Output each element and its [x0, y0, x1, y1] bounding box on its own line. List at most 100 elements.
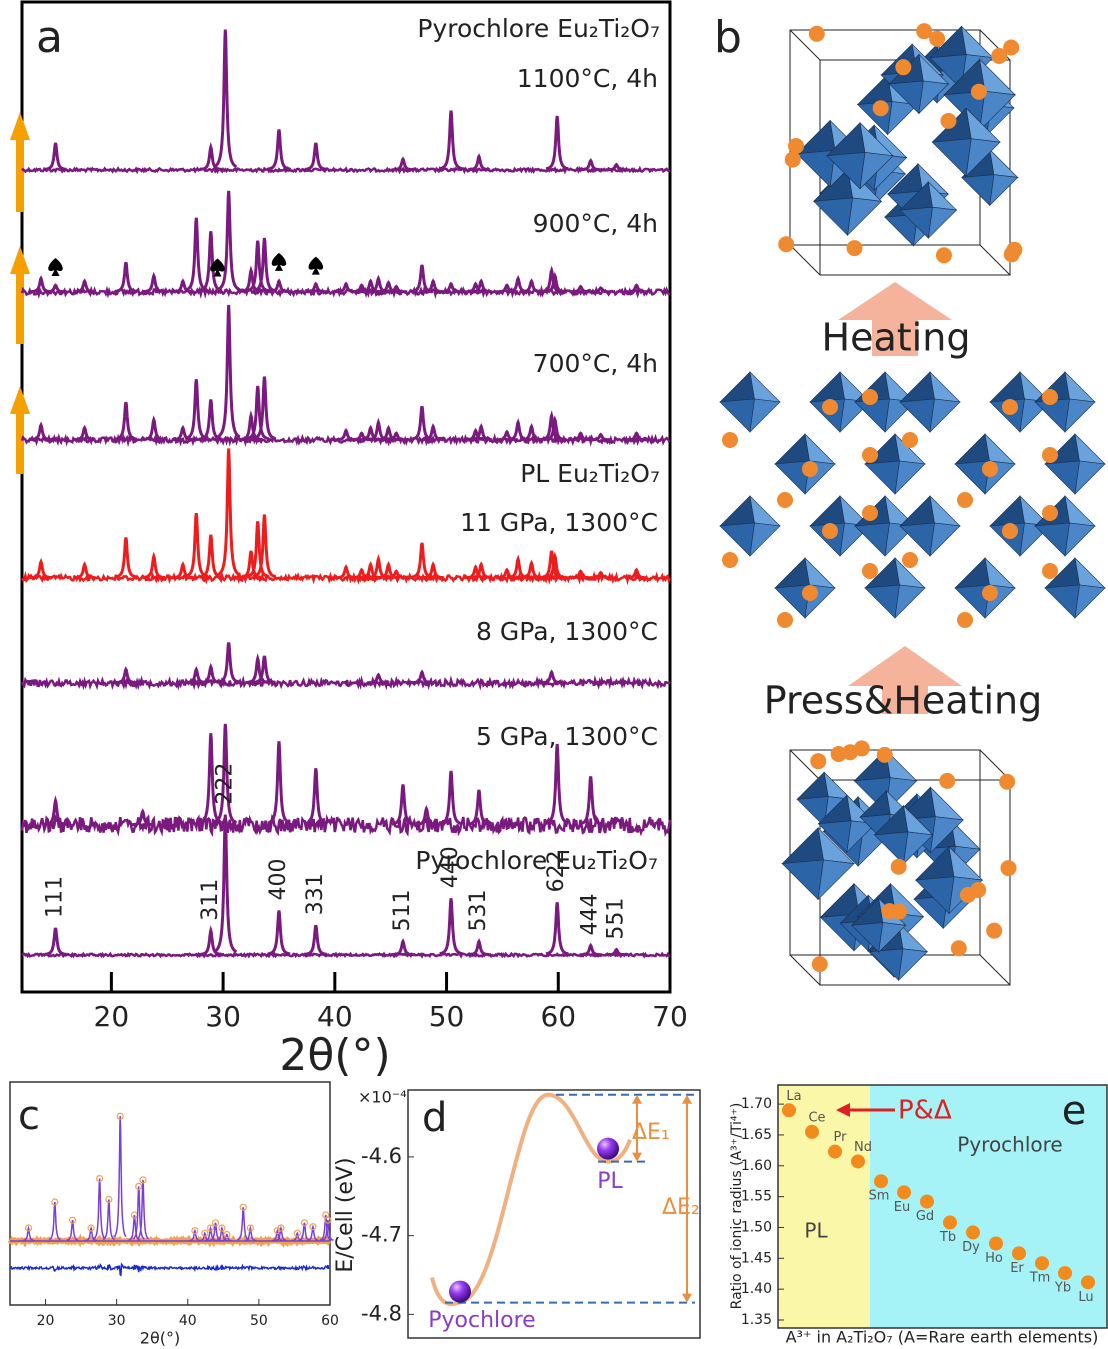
series-label: 700°C, 4h [533, 349, 658, 378]
peak [268, 911, 290, 955]
y-tick-label: 1.60 [741, 1158, 772, 1174]
x-tick-label: 60 [321, 1313, 339, 1329]
region-label: Pyrochlore [957, 1133, 1062, 1157]
peak [520, 281, 542, 292]
octahedron-face [810, 496, 845, 526]
x-axis-title: 2θ(°) [279, 1030, 390, 1081]
peak [268, 741, 290, 823]
y-tick-label: 1.50 [741, 1219, 772, 1235]
octahedron-face [865, 461, 900, 494]
cation [971, 84, 987, 100]
peak [268, 130, 290, 170]
octahedron-face [900, 372, 935, 402]
octahedron-face [928, 207, 956, 238]
cation [788, 138, 804, 154]
cation [778, 236, 794, 252]
peak-label: 531 [466, 890, 491, 932]
peak [305, 768, 327, 824]
octahedron-face [1065, 496, 1095, 526]
cation [1042, 447, 1058, 463]
cation [810, 753, 826, 769]
octahedron-face [720, 399, 755, 432]
delta-e1-arrow-head [632, 1095, 642, 1104]
state-label: PL [597, 1169, 623, 1194]
cation [777, 492, 793, 508]
cation [929, 31, 945, 47]
y-tick-label: 1.70 [741, 1096, 772, 1112]
octahedron-face [810, 372, 845, 402]
peak [214, 30, 236, 167]
cation [957, 612, 973, 628]
cation [1002, 523, 1018, 539]
octahedron-face [895, 585, 925, 618]
cation [1004, 246, 1020, 262]
y-tick-label: 1.40 [741, 1281, 772, 1297]
octahedron-face [720, 496, 755, 526]
octahedron-face [930, 787, 963, 820]
octahedron-face [955, 558, 990, 588]
point-label: Yb [1054, 1281, 1071, 1296]
point [874, 1174, 888, 1188]
cation [777, 612, 793, 628]
unit-cell [790, 245, 820, 275]
octahedron-face [1075, 461, 1105, 494]
cation [951, 940, 967, 956]
octahedron-face [899, 949, 928, 980]
cation [1042, 505, 1058, 521]
peak-label: 331 [303, 873, 328, 915]
cation [822, 523, 838, 539]
cation [891, 859, 907, 875]
octahedron-face [782, 860, 823, 899]
unit-cell [980, 955, 1010, 985]
point-label: Nd [854, 1140, 872, 1155]
series-label: 900°C, 4h [533, 209, 658, 238]
cation [862, 447, 878, 463]
cation [982, 585, 998, 601]
octahedron-face [1065, 372, 1095, 402]
point [897, 1185, 911, 1199]
octahedron-face [930, 372, 960, 402]
y-tick-label: -4.7 [361, 1223, 402, 1247]
point-label: Eu [894, 1200, 910, 1215]
peak [200, 535, 222, 577]
annotation: ΔE₁ [632, 1120, 670, 1145]
cation [891, 904, 907, 920]
x-axis-title: A³⁺ in A₂Ti₂O₇ (A=Rare earth elements) [786, 1328, 1099, 1347]
octahedron-face [874, 832, 908, 864]
peak [218, 305, 240, 437]
panel-label: a [36, 12, 63, 63]
peak [30, 562, 52, 578]
peak-label: 511 [390, 890, 415, 932]
octahedron-face [805, 434, 835, 464]
octahedron-face [932, 139, 971, 176]
y-tick-label: -4.6 [361, 1144, 402, 1168]
x-tick-label: 60 [540, 1000, 576, 1033]
annotation: P&Δ [898, 1096, 952, 1126]
octahedron-face [750, 399, 780, 432]
peak [540, 672, 562, 683]
octahedron-face [1035, 523, 1070, 556]
delta-e2-arrow-head [682, 1095, 692, 1104]
fit-peak [115, 1116, 126, 1237]
peak [44, 928, 66, 954]
octahedron-face [990, 175, 1018, 206]
cation [902, 552, 918, 568]
octahedron-face [928, 182, 956, 210]
state-ball [597, 1138, 619, 1160]
panel-c-frame [10, 1082, 330, 1305]
figure: a2030405060702θ(°)Pyrochlore Eu₂Ti₂O₇110… [0, 0, 1108, 1349]
peak [580, 946, 602, 955]
cation [822, 399, 838, 415]
octahedron-face [865, 585, 900, 618]
octahedron-face [782, 828, 823, 864]
octahedron-face [855, 523, 890, 556]
octahedron-face [1075, 558, 1105, 588]
x-tick-label: 40 [179, 1313, 197, 1329]
cation [1042, 563, 1058, 579]
octahedron-face [895, 461, 925, 494]
cation [862, 389, 878, 405]
fit-peak [238, 1207, 249, 1240]
point [1012, 1246, 1026, 1260]
cation [862, 505, 878, 521]
peak [305, 925, 327, 954]
